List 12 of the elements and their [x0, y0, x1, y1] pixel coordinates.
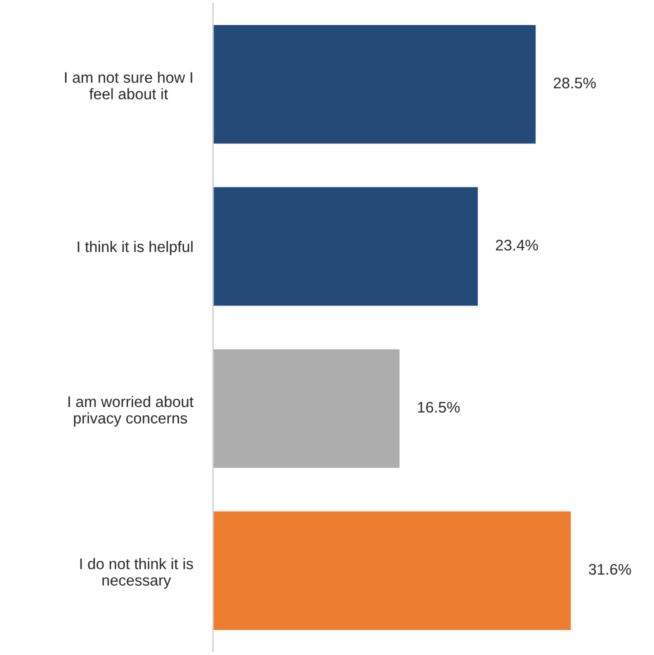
data-label: 23.4%: [496, 240, 538, 251]
bar: [213, 510, 572, 632]
bar: [213, 186, 480, 308]
bar: [213, 348, 401, 470]
y-tick-label: I am worried about privacy concerns: [68, 396, 194, 427]
data-label: 16.5%: [418, 402, 460, 413]
y-tick-label: I do not think it is necessary: [80, 558, 194, 589]
data-label: 28.5%: [554, 78, 596, 88]
bar: [213, 24, 538, 146]
data-label: 31.6%: [588, 564, 631, 575]
y-tick-label: I think it is helpful: [78, 240, 193, 256]
y-tick-label: I am not sure how I feel about it: [65, 72, 192, 100]
